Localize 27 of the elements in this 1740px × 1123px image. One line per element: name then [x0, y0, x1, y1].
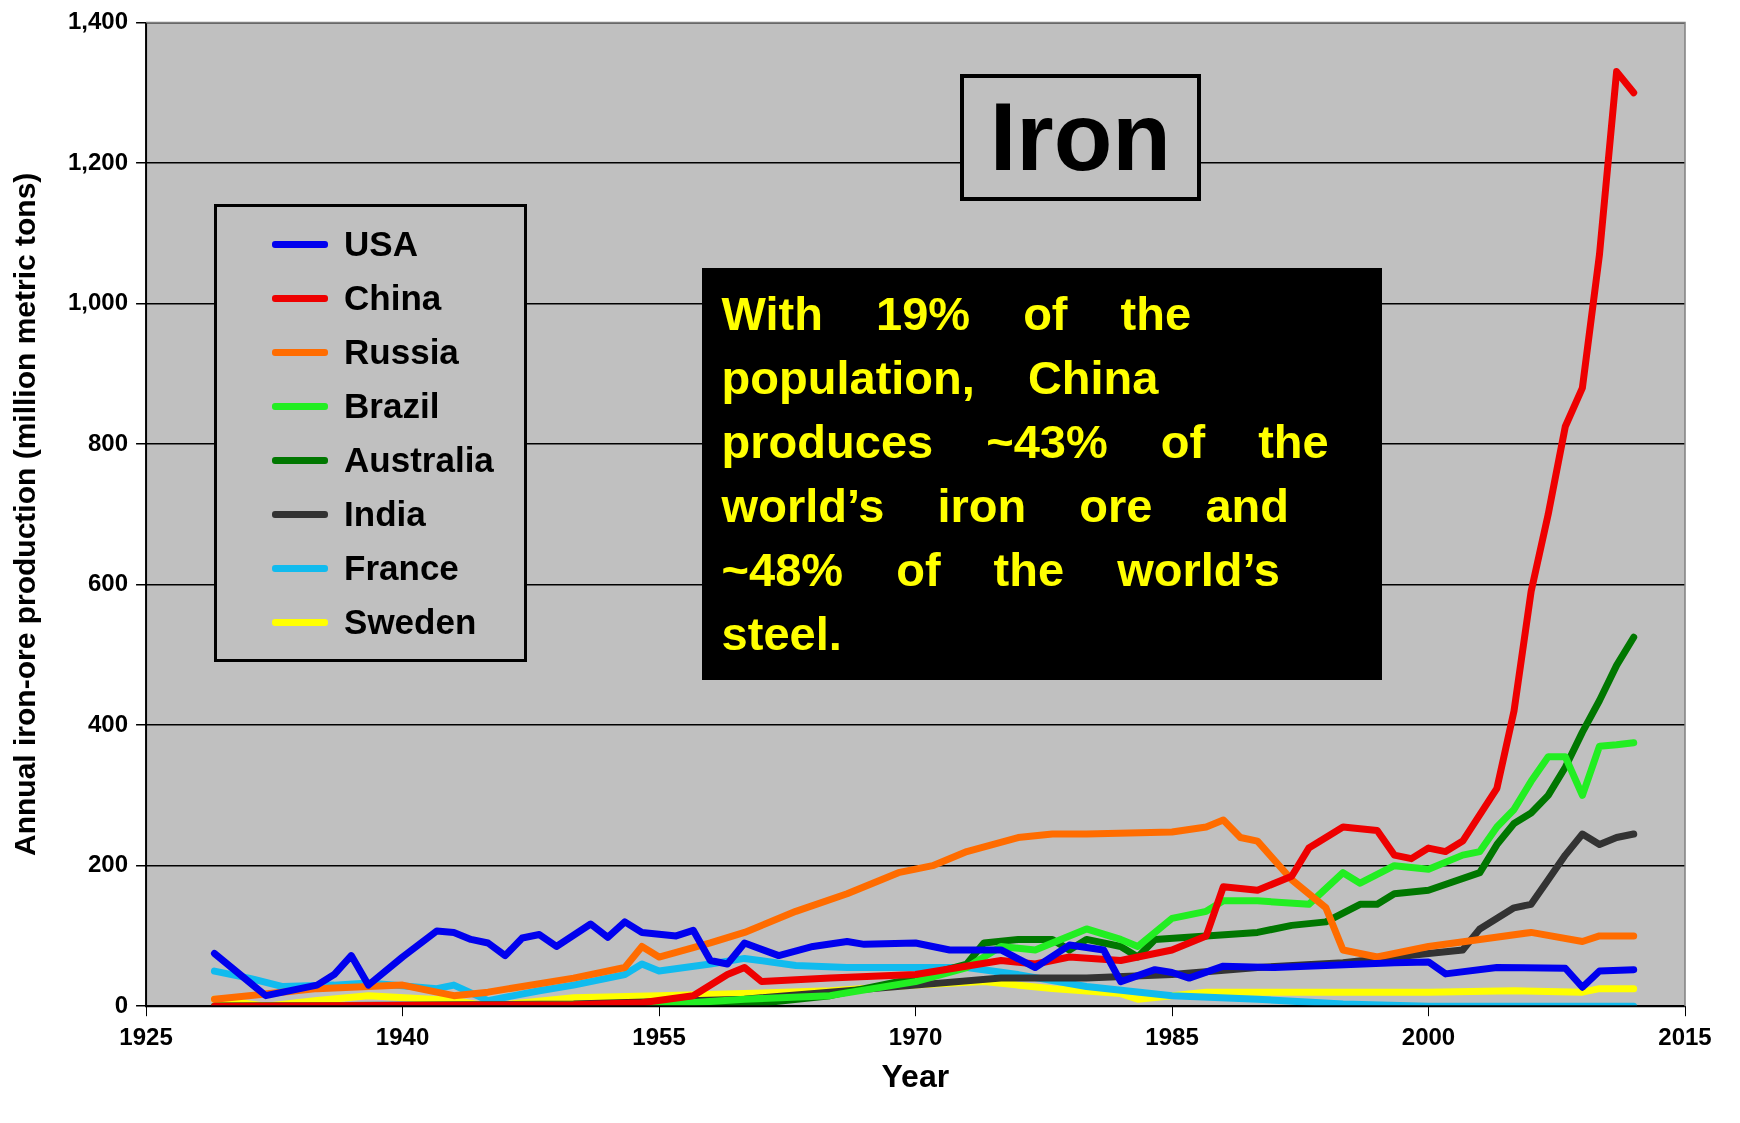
y-tick-label: 600	[88, 569, 129, 597]
y-tick-label: 200	[88, 850, 129, 878]
legend-label: France	[344, 548, 459, 589]
legend-label: Russia	[344, 332, 459, 373]
y-tick-label: 1,200	[68, 147, 129, 175]
legend-label: USA	[344, 224, 418, 265]
y-tick-label: 1,000	[68, 288, 129, 316]
y-tick-label: 0	[114, 990, 129, 1018]
annotation: With 19% of the population, China produces ~43% of the world’s iron ore and ~48% of the world’s steel.	[701, 268, 1382, 681]
x-tick-label: 1955	[632, 1023, 686, 1051]
x-tick-label: 1985	[1145, 1023, 1199, 1051]
text: Iron	[959, 74, 1201, 201]
y-tick-label: 1,400	[68, 7, 129, 35]
y-axis-title: Annual iron-ore production (million metric tons)	[8, 172, 42, 856]
y-tick-label: 800	[88, 428, 129, 456]
legend-label: Brazil	[344, 386, 440, 427]
x-tick-label: 1925	[119, 1023, 173, 1051]
x-tick-label: 1940	[375, 1023, 430, 1051]
x-tick-label: 2015	[1658, 1023, 1712, 1051]
legend-label: Australia	[344, 440, 494, 481]
x-axis-title: Year	[881, 1058, 950, 1096]
x-tick-label: 2000	[1401, 1023, 1456, 1051]
legend-label: India	[344, 494, 426, 535]
x-tick-label: 1970	[888, 1023, 943, 1051]
y-tick-label: 400	[88, 709, 129, 737]
legend-label: China	[344, 278, 442, 319]
legend-label: Sweden	[344, 602, 477, 643]
